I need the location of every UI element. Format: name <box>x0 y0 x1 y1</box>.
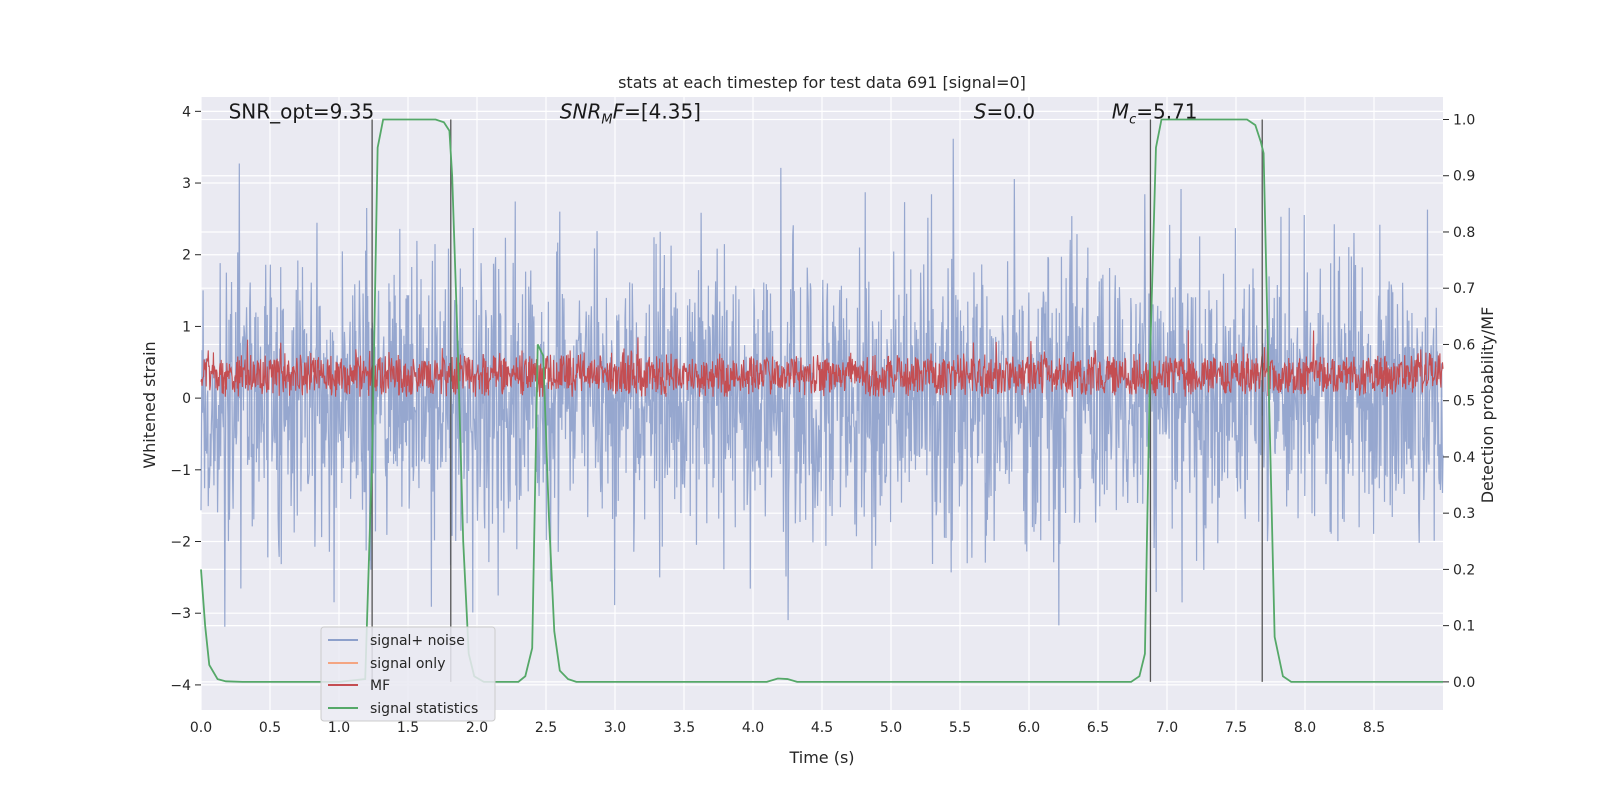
y-axis-label: Whitened strain <box>140 341 159 468</box>
x-tick-label: 3.0 <box>604 720 626 736</box>
y-right-tick-label: 0.9 <box>1453 169 1475 185</box>
y-right-tick-label: 0.8 <box>1453 225 1475 241</box>
y-tick-label: 0 <box>182 391 191 407</box>
y-right-tick-label: 0.5 <box>1453 394 1475 410</box>
annotation-tail: F=[4.35] <box>613 100 701 124</box>
y-right-tick-label: 0.3 <box>1453 506 1475 522</box>
y-tick-label: 2 <box>182 248 191 264</box>
chart-title: stats at each timestep for test data 691… <box>618 73 1026 92</box>
plot-area <box>200 118 1444 683</box>
x-tick-label: 7.0 <box>1156 720 1178 736</box>
legend-label-signal-noise: signal+ noise <box>370 633 465 649</box>
annotation-main: SNR_opt=9.35 <box>229 100 375 124</box>
series-mf <box>200 330 1444 397</box>
x-tick-label: 4.5 <box>811 720 833 736</box>
y-right-tick-label: 0.1 <box>1453 619 1475 635</box>
legend-label-signal-only: signal only <box>370 656 445 672</box>
legend: signal+ noise signal only MF signal stat… <box>320 626 496 722</box>
annotation-text: SNRMF=[4.35] <box>560 100 701 128</box>
legend-box <box>320 626 496 722</box>
annotation-main: M <box>1112 100 1129 124</box>
x-tick-label: 8.0 <box>1294 720 1316 736</box>
x-tick-label: 0.0 <box>190 720 212 736</box>
annotations: SNR_opt=9.35 SNRMF=[4.35] S=0.0 Mc=5.71 <box>229 100 1198 128</box>
y-right-tick-label: 0.7 <box>1453 281 1475 297</box>
annotation-subscript: M <box>601 113 612 128</box>
x-tick-label: 5.0 <box>880 720 902 736</box>
legend-label-mf: MF <box>370 678 390 694</box>
y-tick-label: −3 <box>170 606 191 622</box>
annotation-tail-italic: F <box>613 100 625 124</box>
y-tick-label: 4 <box>182 104 191 120</box>
y-tick-label: −4 <box>170 678 191 694</box>
annotation-tail-value: =[4.35] <box>624 100 701 124</box>
y-right-tick-label: 0.6 <box>1453 337 1475 353</box>
x-axis-label: Time (s) <box>788 748 854 767</box>
annotation-tail: =5.71 <box>1136 100 1197 124</box>
annotation-subscript: c <box>1129 113 1136 128</box>
x-tick-label: 6.0 <box>1018 720 1040 736</box>
x-tick-label: 7.5 <box>1225 720 1247 736</box>
x-tick-label: 4.0 <box>742 720 764 736</box>
series-signal-statistics <box>200 118 1443 683</box>
x-tick-label: 8.5 <box>1363 720 1385 736</box>
y-tick-label: 1 <box>182 319 191 335</box>
annotation-text: S=0.0 <box>974 100 1035 124</box>
x-tick-label: 5.5 <box>949 720 971 736</box>
left-axis: 4 3 2 1 0 −1 −2 −3 −4 <box>170 104 201 694</box>
annotation-text: SNR_opt=9.35 <box>229 100 375 124</box>
y-tick-label: −2 <box>170 535 191 551</box>
right-axis: 1.0 0.9 0.8 0.7 0.6 0.5 0.4 0.3 0.2 0.1 0.0 <box>1443 112 1475 691</box>
series-signal-noise <box>200 138 1444 627</box>
y-right-tick-label: 0.0 <box>1453 675 1475 691</box>
x-tick-label: 2.5 <box>535 720 557 736</box>
x-tick-label: 2.0 <box>466 720 488 736</box>
y-right-tick-label: 1.0 <box>1453 112 1475 128</box>
x-tick-label: 1.0 <box>328 720 350 736</box>
y-right-tick-label: 0.2 <box>1453 562 1475 578</box>
annotation-main: S <box>974 100 987 124</box>
y-right-tick-label: 0.4 <box>1453 450 1475 466</box>
y-tick-label: 3 <box>182 176 191 192</box>
legend-label-signal-statistics: signal statistics <box>370 701 478 717</box>
annotation-main: SNR <box>560 100 602 124</box>
x-axis: 0.0 0.5 1.0 1.5 2.0 2.5 3.0 3.5 4.0 4.5 5.0 5.5 6.0 6… <box>190 720 1385 736</box>
x-tick-label: 3.5 <box>673 720 695 736</box>
y-axis-label-right: Detection probability/MF <box>1478 307 1497 504</box>
annotation-tail: =0.0 <box>987 100 1036 124</box>
x-tick-label: 0.5 <box>259 720 281 736</box>
y-tick-label: −1 <box>170 463 191 479</box>
annotation-text: Mc=5.71 <box>1112 100 1198 128</box>
x-tick-label: 6.5 <box>1087 720 1109 736</box>
x-tick-label: 1.5 <box>397 720 419 736</box>
